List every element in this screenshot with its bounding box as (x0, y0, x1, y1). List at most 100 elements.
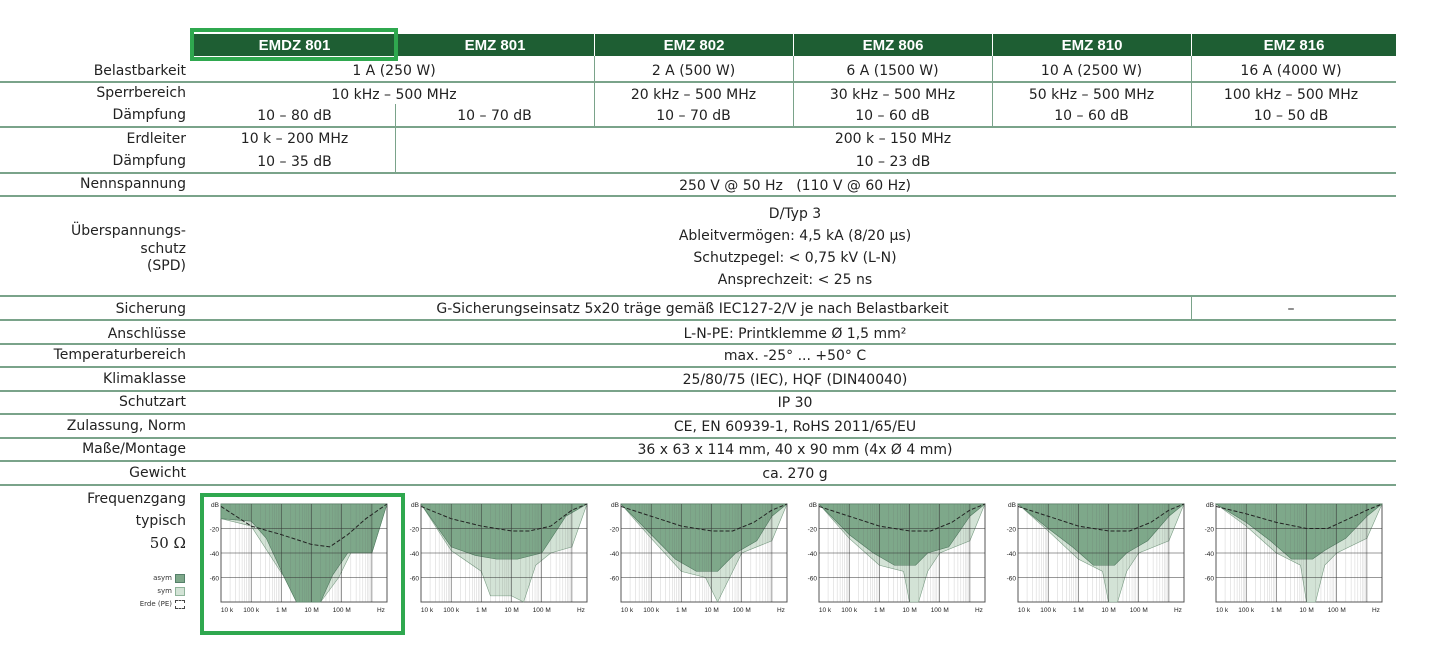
x-tick-label: 100 M (533, 607, 551, 614)
y-tick-label: -40 (210, 551, 220, 558)
row-divider (0, 484, 1396, 486)
legend-erde-label: Erde (PE) (139, 600, 172, 608)
x-tick-label: 100 M (931, 607, 949, 614)
column-divider (992, 56, 993, 126)
legend-sym-label: sym (157, 587, 172, 595)
y-tick-label: -20 (1205, 527, 1215, 534)
x-tick-label: Hz (377, 607, 385, 614)
legend-erde-swatch (175, 600, 185, 609)
row-divider (0, 437, 1396, 439)
asym-area (620, 503, 788, 572)
frequency-chart-emz810: dB -20 -40 -60 10 k 100 k 1 M 10 M 100 M Hz (1002, 500, 1188, 620)
x-tick-label: Hz (577, 607, 585, 614)
y-tick-label: dB (1008, 502, 1016, 509)
value-daempfung-emz810: 10 – 60 dB (1054, 108, 1129, 124)
erde-line (220, 503, 388, 548)
y-tick-label: -20 (410, 527, 420, 534)
label-anschluesse: Anschlüsse (107, 326, 186, 342)
value-temperaturbereich: max. -25° ... +50° C (723, 348, 867, 364)
y-tick-label: -40 (410, 551, 420, 558)
label-frequenzgang-2: typisch (135, 513, 186, 529)
value-daempfung-emz802: 10 – 70 dB (656, 108, 731, 124)
value-daempfung-emz801: 10 – 70 dB (457, 108, 532, 124)
label-zulassung: Zulassung, Norm (66, 418, 186, 434)
row-divider (0, 126, 1396, 128)
row-divider (0, 390, 1396, 392)
column-header-emz801: EMZ 801 (395, 34, 594, 56)
x-tick-label: Hz (1174, 607, 1182, 614)
value-daempfung2-emdz801: 10 – 35 dB (257, 154, 332, 170)
y-tick-label: -60 (210, 576, 220, 583)
x-tick-label: 10 k (621, 607, 634, 614)
frequency-chart-svg: dB -20 -40 -60 10 k 100 k 1 M 10 M 100 M Hz (410, 502, 589, 614)
y-tick-label: -60 (610, 576, 620, 583)
label-belastbarkeit: Belastbarkeit (93, 63, 186, 79)
erde-line (1017, 503, 1185, 532)
label-daempfung-1: Dämpfung (112, 107, 186, 123)
value-daempfung-emdz801: 10 – 80 dB (257, 108, 332, 124)
asym-area (818, 503, 986, 566)
frequency-chart-emz816: dB -20 -40 -60 10 k 100 k 1 M 10 M 100 M Hz (1200, 500, 1386, 620)
row-divider (0, 366, 1396, 368)
x-tick-label: 10 k (421, 607, 434, 614)
frequency-chart-emdz801: dB -20 -40 -60 10 k 100 k 1 M 10 M 100 M Hz (205, 500, 391, 620)
x-tick-label: 10 M (1101, 607, 1115, 614)
x-tick-label: 100 k (841, 607, 858, 614)
legend-asym-swatch (175, 574, 185, 583)
x-tick-label: 10 M (504, 607, 518, 614)
label-erdleiter: Erdleiter (126, 131, 187, 147)
frequency-chart-svg: dB -20 -40 -60 10 k 100 k 1 M 10 M 100 M Hz (1007, 502, 1185, 614)
x-tick-label: 10 k (221, 607, 234, 614)
row-divider (0, 319, 1396, 321)
value-anschluesse: L-N-PE: Printklemme Ø 1,5 mm² (683, 326, 907, 342)
row-divider (0, 413, 1396, 415)
x-tick-label: Hz (1372, 607, 1380, 614)
value-erdleiter-emdz801: 10 k – 200 MHz (240, 131, 349, 147)
x-tick-label: 100 M (733, 607, 751, 614)
erde-line (1215, 503, 1383, 529)
x-tick-label: 1 M (676, 607, 687, 614)
value-belastbarkeit-emz816: 16 A (4000 W) (1240, 63, 1342, 79)
value-gewicht: ca. 270 g (762, 466, 828, 482)
column-header-emz802: EMZ 802 (594, 34, 793, 56)
value-sperrbereich-emz816: 100 kHz – 500 MHz (1223, 87, 1359, 103)
label-sperrbereich: Sperrbereich (96, 85, 186, 101)
x-tick-label: 10 M (304, 607, 318, 614)
label-frequenzgang-1: Frequenzgang (87, 491, 186, 507)
y-tick-label: -40 (1007, 551, 1017, 558)
value-ueberspannung-3: Schutzpegel: < 0,75 kV (L-N) (693, 250, 897, 266)
x-tick-label: 10 k (819, 607, 832, 614)
x-tick-label: Hz (975, 607, 983, 614)
frequency-chart-svg: dB -20 -40 -60 10 k 100 k 1 M 10 M 100 M Hz (808, 502, 986, 614)
value-zulassung: CE, EN 60939-1, RoHS 2011/65/EU (673, 419, 917, 435)
label-daempfung-2: Dämpfung (112, 153, 186, 169)
asym-area (1017, 503, 1185, 566)
y-tick-label: -20 (210, 527, 220, 534)
highlight-frame-chart (200, 493, 405, 635)
column-divider (594, 56, 595, 126)
row-divider (0, 295, 1396, 297)
y-tick-label: dB (411, 502, 419, 509)
x-tick-label: Hz (777, 607, 785, 614)
column-divider (395, 126, 396, 172)
label-sicherung: Sicherung (115, 301, 186, 317)
erde-line (620, 503, 788, 532)
label-masse-montage: Maße/Montage (82, 441, 186, 457)
label-temperaturbereich: Temperaturbereich (53, 347, 186, 363)
x-tick-label: 1 M (1271, 607, 1282, 614)
y-tick-label: -60 (410, 576, 420, 583)
column-header-emz806: EMZ 806 (793, 34, 992, 56)
value-sperrbereich-emdz801-emz801: 10 kHz – 500 MHz (331, 87, 457, 103)
value-daempfung2-others: 10 – 23 dB (855, 154, 931, 170)
label-nennspannung: Nennspannung (80, 176, 186, 192)
x-tick-label: 100 k (243, 607, 260, 614)
y-tick-label: -20 (1007, 527, 1017, 534)
row-divider (0, 343, 1396, 345)
x-tick-label: 10 k (1216, 607, 1229, 614)
value-klimaklasse: 25/80/75 (IEC), HQF (DIN40040) (682, 372, 908, 388)
x-tick-label: 10 M (704, 607, 718, 614)
x-tick-label: 100 k (1238, 607, 1255, 614)
legend-asym-label: asym (153, 574, 172, 582)
row-divider (0, 81, 1396, 83)
value-sicherung-emz816: – (1287, 301, 1295, 317)
